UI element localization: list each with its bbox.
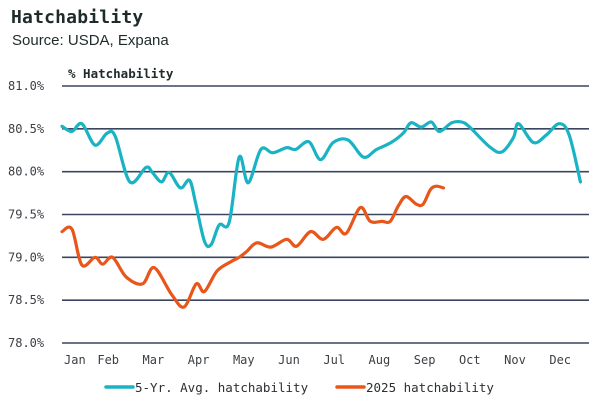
legend-item-5yr-avg: 5-Yr. Avg. hatchability <box>104 380 309 395</box>
chart-title: Hatchability <box>11 7 144 28</box>
y-tick-label: 79.0% <box>8 250 45 264</box>
x-tick-label: Nov <box>504 353 526 367</box>
x-tick-label: Apr <box>188 353 210 367</box>
y-axis-ticks: 81.0% 80.5% 80.0% 79.5% 79.0% 78.5% 78.0% <box>8 79 45 350</box>
series-line-5yr-avg <box>60 119 582 249</box>
gridlines <box>62 85 589 344</box>
legend-label: 2025 hatchability <box>366 380 494 395</box>
x-tick-label: Aug <box>369 353 391 367</box>
x-tick-label: Oct <box>459 353 481 367</box>
x-axis-ticks: Jan Feb Mar Apr May Jun Jul Aug Sep Oct Nov Dec <box>64 353 571 367</box>
y-tick-label: 79.5% <box>8 208 45 222</box>
legend-label: 5-Yr. Avg. hatchability <box>135 380 309 395</box>
y-tick-label: 81.0% <box>8 79 45 93</box>
x-tick-label: May <box>233 353 255 367</box>
legend-item-2025: 2025 hatchability <box>335 380 494 395</box>
y-tick-label: 80.5% <box>8 122 45 136</box>
x-tick-label: Jan <box>64 353 86 367</box>
y-tick-label: 78.0% <box>8 336 45 350</box>
y-axis-label: % Hatchability <box>68 66 174 81</box>
series-lines <box>60 119 582 309</box>
x-tick-label: Mar <box>143 353 165 367</box>
chart-subtitle: Source: USDA, Expana <box>12 32 169 49</box>
y-tick-label: 80.0% <box>8 165 45 179</box>
x-tick-label: Sep <box>414 353 436 367</box>
x-tick-label: Jul <box>323 353 345 367</box>
series-line-2025 <box>60 184 446 309</box>
x-tick-label: Dec <box>549 353 571 367</box>
x-tick-label: Feb <box>97 353 119 367</box>
legend: 5-Yr. Avg. hatchability 2025 hatchability <box>104 380 494 395</box>
x-tick-label: Jun <box>278 353 300 367</box>
y-tick-label: 78.5% <box>8 293 45 307</box>
